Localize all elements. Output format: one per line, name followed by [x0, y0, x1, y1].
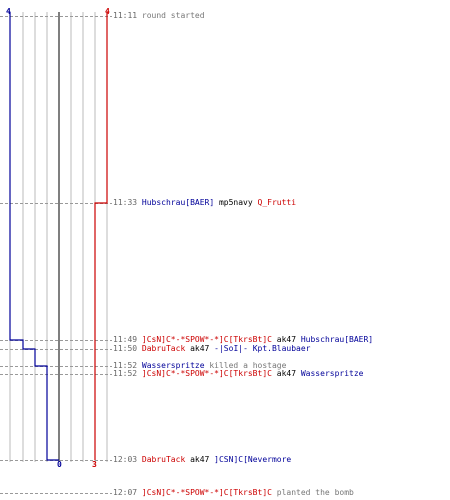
- event-time: 12:03: [113, 455, 142, 464]
- event-row: 11:49 ]CsN]C*-*SPOW*-*]C[TkrsBt]C ak47 H…: [113, 335, 373, 345]
- tr-player-name: Wasserspritze: [141, 361, 205, 370]
- ct-player-name: Q_Frutti: [257, 198, 297, 207]
- ct-player-name: ]CsN]C*-*SPOW*-*]C[TkrsBt]C: [141, 488, 272, 497]
- event-row: 11:11 round started: [113, 11, 205, 21]
- ct-count-end-label: 3: [92, 460, 97, 469]
- event-text: ak47: [271, 335, 301, 344]
- ct-player-name: ]CsN]C*-*SPOW*-*]C[TkrsBt]C: [141, 335, 272, 344]
- event-time: 11:52: [113, 369, 142, 378]
- event-time: 11:52: [113, 361, 142, 370]
- event-text: planted the bomb: [271, 488, 354, 497]
- tr-player-name: Wasserspritze: [300, 369, 364, 378]
- ct-player-name: ]CsN]C*-*SPOW*-*]C[TkrsBt]C: [141, 369, 272, 378]
- ct-count-start-label: 4: [105, 7, 110, 16]
- event-row: 11:52 ]CsN]C*-*SPOW*-*]C[TkrsBt]C ak47 W…: [113, 369, 363, 379]
- event-text: mp5navy: [214, 198, 258, 207]
- tr-player-name: Hubschrau[BAER]: [141, 198, 215, 207]
- event-time: 11:11: [113, 11, 142, 20]
- tr-alive-step-line: [9, 12, 59, 461]
- ct-player-name: DabruTack: [141, 455, 186, 464]
- tr-player-name: ]CSN]C[Nevermore: [214, 455, 292, 464]
- tr-player-name: -|SoI|- Kpt.Blaubaer: [214, 344, 311, 353]
- tr-count-end-label: 0: [57, 460, 62, 469]
- event-time: 12:07: [113, 488, 142, 497]
- event-text: ak47: [271, 369, 301, 378]
- tr-player-name: Hubschrau[BAER]: [300, 335, 374, 344]
- event-text: killed a hostage: [204, 361, 287, 370]
- event-text: ak47: [185, 455, 215, 464]
- tr-count-start-label: 4: [6, 7, 11, 16]
- ct-alive-step-line: [94, 12, 108, 460]
- event-row: 11:52 Wasserspritze killed a hostage: [113, 361, 286, 371]
- event-time: 11:49: [113, 335, 142, 344]
- event-row: 12:07 ]CsN]C*-*SPOW*-*]C[TkrsBt]C plante…: [113, 488, 354, 498]
- event-text: ak47: [185, 344, 215, 353]
- event-text: round started: [141, 11, 205, 20]
- event-time: 11:33: [113, 198, 142, 207]
- event-time: 11:50: [113, 344, 142, 353]
- event-row: 12:03 DabruTack ak47 ]CSN]C[Nevermore: [113, 455, 291, 465]
- alive-count-chart: [0, 12, 112, 494]
- event-row: 11:33 Hubschrau[BAER] mp5navy Q_Frutti: [113, 198, 296, 208]
- ct-player-name: DabruTack: [141, 344, 186, 353]
- event-row: 11:50 DabruTack ak47 -|SoI|- Kpt.Blaubae…: [113, 344, 311, 354]
